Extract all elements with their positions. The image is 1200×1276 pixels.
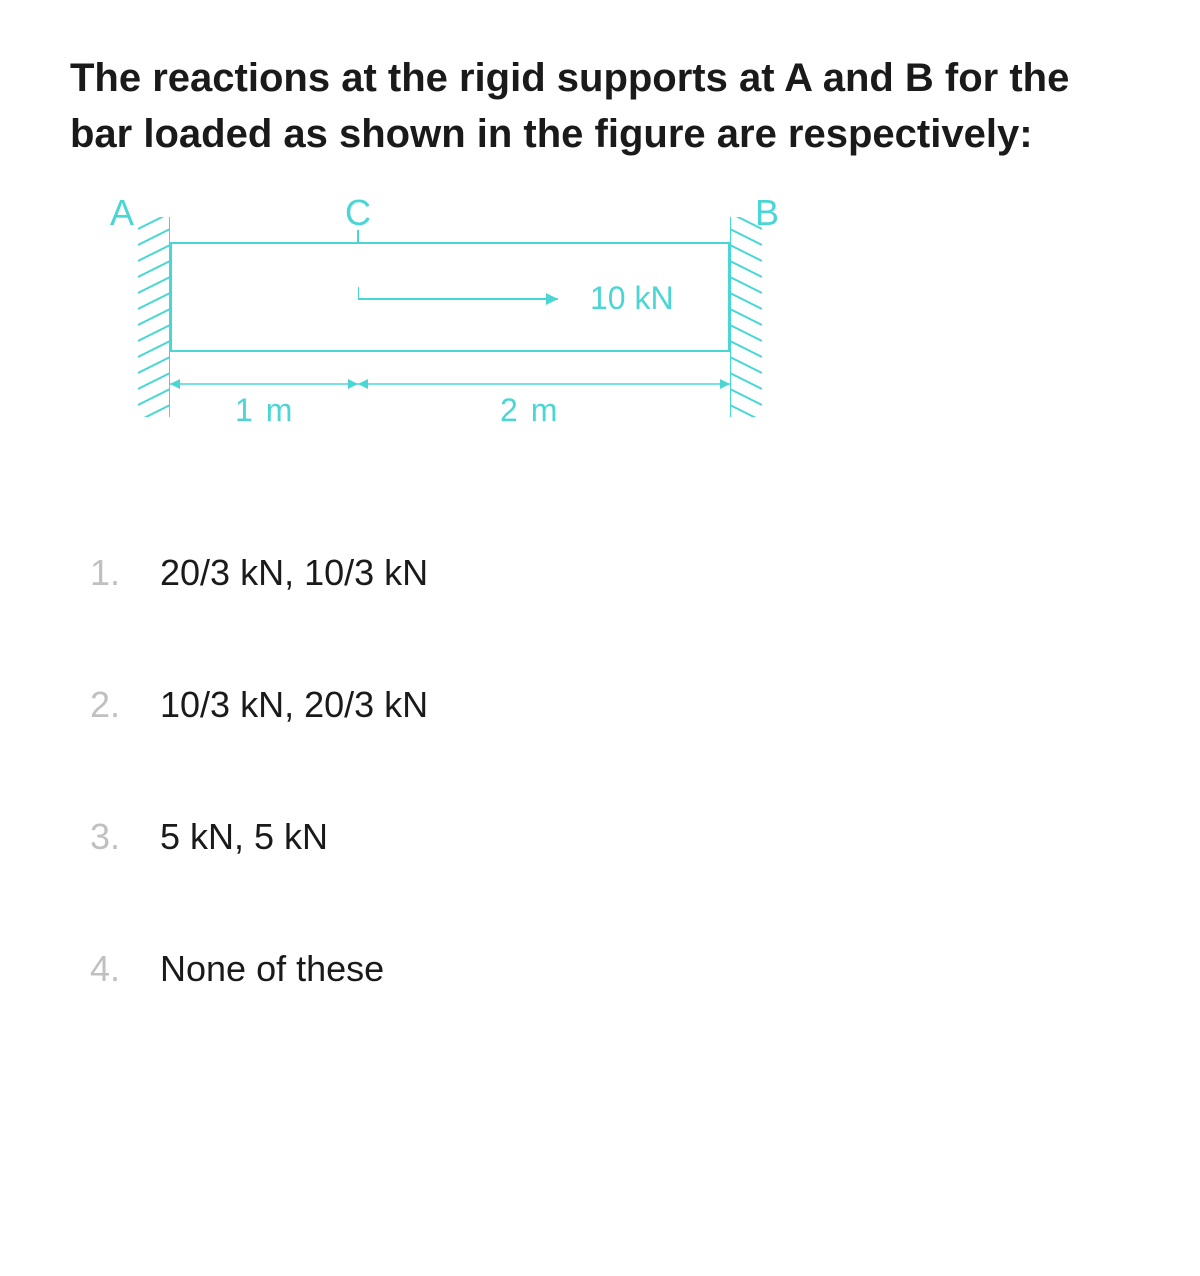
- c-marker: [350, 230, 370, 260]
- force-arrow: [358, 287, 578, 317]
- support-a-hatch: [138, 217, 170, 417]
- label-a: A: [110, 192, 134, 234]
- beam-diagram: A C B: [90, 192, 790, 472]
- label-c: C: [345, 192, 371, 234]
- dim-right-label: 2 m: [500, 392, 559, 429]
- option-number: 2.: [90, 684, 160, 726]
- option-4[interactable]: 4. None of these: [90, 948, 1130, 990]
- force-label: 10 kN: [590, 280, 674, 317]
- option-text: 5 kN, 5 kN: [160, 816, 328, 858]
- option-1[interactable]: 1. 20/3 kN, 10/3 kN: [90, 552, 1130, 594]
- question-text: The reactions at the rigid supports at A…: [70, 50, 1130, 162]
- option-2[interactable]: 2. 10/3 kN, 20/3 kN: [90, 684, 1130, 726]
- options-list: 1. 20/3 kN, 10/3 kN 2. 10/3 kN, 20/3 kN …: [70, 552, 1130, 990]
- option-3[interactable]: 3. 5 kN, 5 kN: [90, 816, 1130, 858]
- option-text: 10/3 kN, 20/3 kN: [160, 684, 428, 726]
- option-number: 4.: [90, 948, 160, 990]
- dim-left-label: 1 m: [235, 392, 294, 429]
- support-b-hatch: [730, 217, 762, 417]
- option-number: 3.: [90, 816, 160, 858]
- option-number: 1.: [90, 552, 160, 594]
- option-text: None of these: [160, 948, 384, 990]
- option-text: 20/3 kN, 10/3 kN: [160, 552, 428, 594]
